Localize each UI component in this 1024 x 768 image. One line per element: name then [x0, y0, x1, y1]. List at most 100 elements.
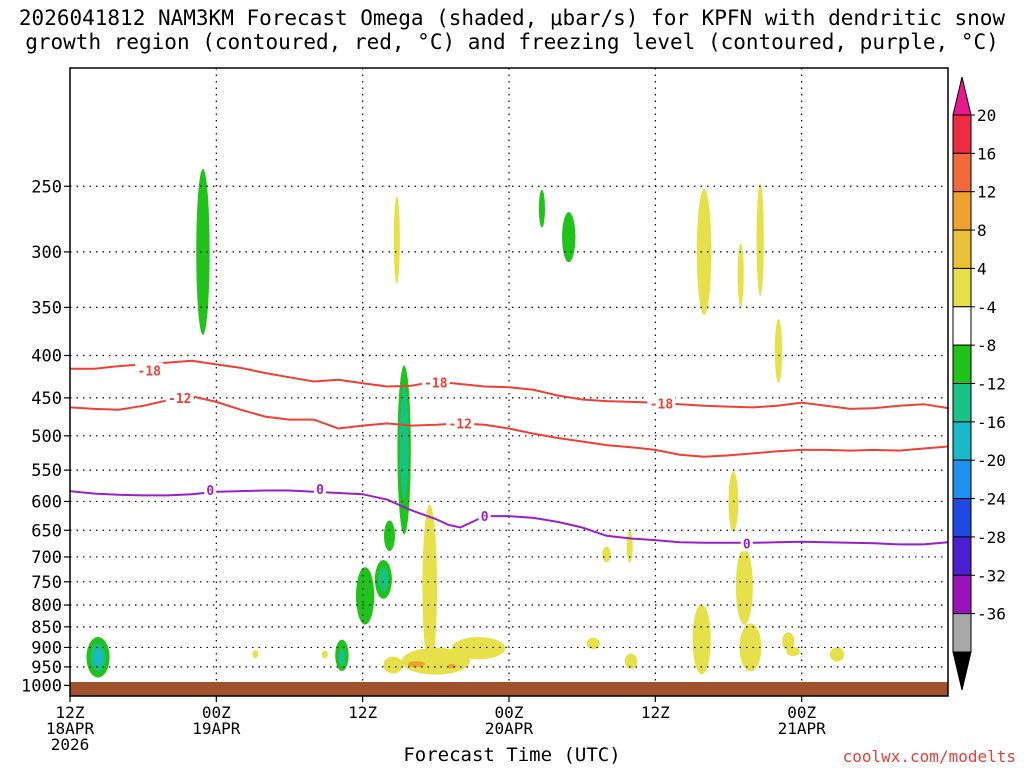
colorbar-swatch: [952, 267, 972, 308]
contour-label-dgz-18: -18: [138, 364, 162, 379]
colorbar-swatch: [952, 574, 972, 615]
blob-yellow-16: [735, 548, 753, 625]
chart-title: 2026041812 NAM3KM Forecast Omega (shaded…: [0, 6, 1024, 54]
colorbar-label: -24: [977, 490, 1006, 509]
colorbar-label: -16: [977, 413, 1006, 432]
colorbar-swatch: [952, 229, 972, 269]
blob-yellow-21: [252, 650, 259, 659]
blob-yellow-2: [696, 188, 712, 315]
colorbar-swatch: [952, 421, 972, 461]
contour-label-bg: [478, 508, 491, 525]
blob-orange-1: [407, 661, 425, 668]
colorbar-swatch: [952, 459, 972, 500]
x-tick-label: 20APR: [485, 719, 534, 738]
blob-yellow-11: [602, 546, 611, 563]
blob-green-6: [384, 520, 395, 552]
contour-label-dgz-12: -12: [448, 417, 471, 432]
omega-shading-layer: [86, 168, 845, 678]
colorbar-label: -28: [977, 528, 1006, 547]
blob-yellow-14: [692, 604, 711, 675]
colorbar-label: -12: [977, 375, 1006, 394]
colorbar-swatch: [952, 383, 972, 423]
y-tick-label: 750: [31, 573, 62, 593]
y-tick-label: 950: [31, 658, 62, 678]
y-tick-label: 500: [31, 427, 62, 447]
contour-label-bg: [647, 395, 676, 412]
contour-label-dgz-18: -18: [650, 397, 674, 412]
y-tick-label: 550: [31, 461, 62, 481]
gridlines: [70, 68, 948, 696]
blob-yellow-22: [321, 650, 328, 659]
colorbar-bottom-arrow: [952, 651, 972, 691]
blob-yellow-18: [782, 632, 795, 651]
contour-label-freezing: 0: [206, 484, 214, 499]
contour-label-bg: [313, 481, 326, 498]
contour-label-bg: [135, 362, 164, 379]
x-tick-label: 00Z: [787, 703, 816, 722]
colorbar-swatch: [952, 114, 972, 154]
blob-orange-2: [447, 663, 456, 669]
colorbar-swatch: [952, 498, 972, 538]
title-line-2: growth region (contoured, red, °C) and f…: [25, 30, 999, 54]
blob-yellow-20: [829, 647, 845, 662]
contour-label-bg: [165, 389, 194, 406]
x-tick-label: 18APR: [46, 719, 95, 738]
x-tick-label: 21APR: [778, 719, 827, 738]
y-tick-label: 650: [31, 521, 62, 541]
blob-yellow-4: [737, 243, 744, 307]
x-tick-label: 12Z: [348, 703, 377, 722]
x-tick-label: 00Z: [495, 703, 524, 722]
blob-yellow-9: [383, 656, 403, 674]
terrain-layer: [70, 682, 948, 696]
colorbar-label: 20: [977, 106, 996, 125]
colorbar-swatch: [952, 344, 972, 384]
colorbar-label: 8: [977, 221, 987, 240]
colorbar-label: 4: [977, 259, 987, 278]
blob-yellow-5: [774, 318, 783, 383]
y-tick-label: 250: [31, 177, 62, 197]
y-tick-label: 400: [31, 346, 62, 366]
blob-yellow-12: [586, 637, 600, 650]
blob-yellow-13: [624, 653, 638, 669]
blob-green-8: [538, 189, 545, 228]
credit-text: coolwx.com/modelts: [842, 747, 1016, 766]
colorbar-swatch: [952, 536, 972, 576]
blob-green-9: [562, 212, 576, 263]
y-tick-label: 700: [31, 548, 62, 568]
blob-teal-3: [399, 385, 409, 500]
y-tick-label: 900: [31, 638, 62, 658]
blob-green-4: [355, 567, 375, 625]
y-tick-label: 800: [31, 596, 62, 616]
colorbar-label: -4: [977, 298, 996, 317]
terrain-ground: [70, 682, 948, 696]
blob-green-2: [196, 168, 210, 335]
contour-label-bg: [740, 535, 753, 552]
axes: 2503003504004505005506006507007508008509…: [21, 67, 949, 754]
colorbar-label: -36: [977, 605, 1006, 624]
y-tick-label: 450: [31, 389, 62, 409]
contour-label-bg: [421, 374, 450, 391]
contour-label-dgz-18: -18: [424, 376, 448, 391]
colorbar-swatch: [952, 306, 972, 346]
contour-label-bg: [446, 415, 475, 432]
blob-yellow-8: [451, 637, 506, 660]
blob-teal-7: [338, 648, 346, 666]
blob-cyan-1a: [93, 648, 103, 666]
x-tick-label: 12Z: [56, 703, 85, 722]
x-tick-label: 19APR: [192, 719, 241, 738]
contour-label-freezing: 0: [481, 510, 489, 525]
colorbar-label: 12: [977, 183, 996, 202]
y-tick-label: 850: [31, 618, 62, 638]
colorbar-label: -8: [977, 336, 996, 355]
title-line-1: 2026041812 NAM3KM Forecast Omega (shaded…: [18, 6, 1006, 30]
blob-yellow-17: [739, 623, 762, 672]
y-tick-label: 1000: [21, 676, 62, 696]
colorbar-swatch: [952, 613, 972, 653]
contour-label-freezing: 0: [743, 537, 751, 552]
contour-dgz-12: [69, 395, 949, 458]
blob-yellow-1: [393, 196, 400, 284]
blob-yellow-19: [786, 646, 800, 657]
y-tick-label: 350: [31, 298, 62, 318]
contour-label-dgz-12: -12: [168, 392, 191, 407]
contour-dgz-18: [70, 359, 949, 410]
